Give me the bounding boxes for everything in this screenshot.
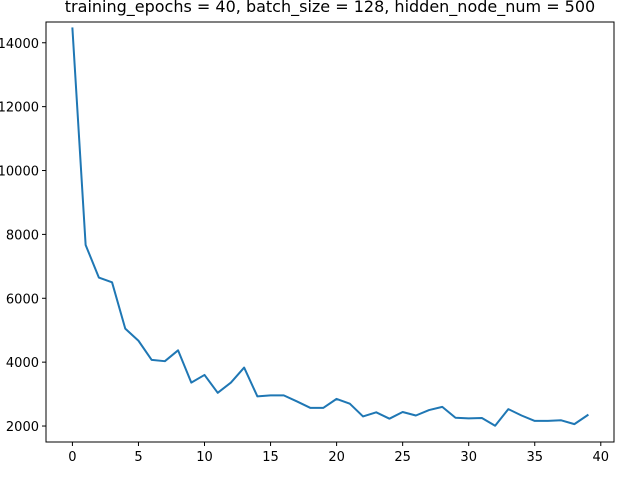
chart-title: training_epochs = 40, batch_size = 128, …	[65, 0, 595, 17]
x-tick-label: 35	[526, 450, 543, 465]
y-tick-label: 6000	[6, 292, 39, 307]
x-tick-label: 10	[196, 450, 213, 465]
x-axis: 0 5 10 15 20 25 30 35 40	[68, 442, 609, 465]
x-tick-label: 40	[593, 450, 610, 465]
y-tick-label: 2000	[6, 420, 39, 435]
x-tick-label: 25	[394, 450, 411, 465]
y-tick-label: 12000	[0, 101, 39, 116]
y-tick-label: 4000	[6, 356, 39, 371]
series-line	[71, 27, 589, 427]
series-group	[71, 27, 589, 427]
x-tick-label: 5	[134, 450, 142, 465]
plot-frame	[45, 21, 615, 443]
y-tick-label: 8000	[6, 228, 39, 243]
x-tick-label: 30	[460, 450, 477, 465]
x-tick-label: 0	[68, 450, 76, 465]
x-tick-label: 15	[262, 450, 279, 465]
x-tick-label: 20	[328, 450, 345, 465]
y-tick-label: 10000	[0, 165, 39, 180]
y-tick-label: 14000	[0, 37, 39, 52]
y-axis: 2000 4000 6000 8000 10000 12000 14000	[0, 37, 46, 435]
